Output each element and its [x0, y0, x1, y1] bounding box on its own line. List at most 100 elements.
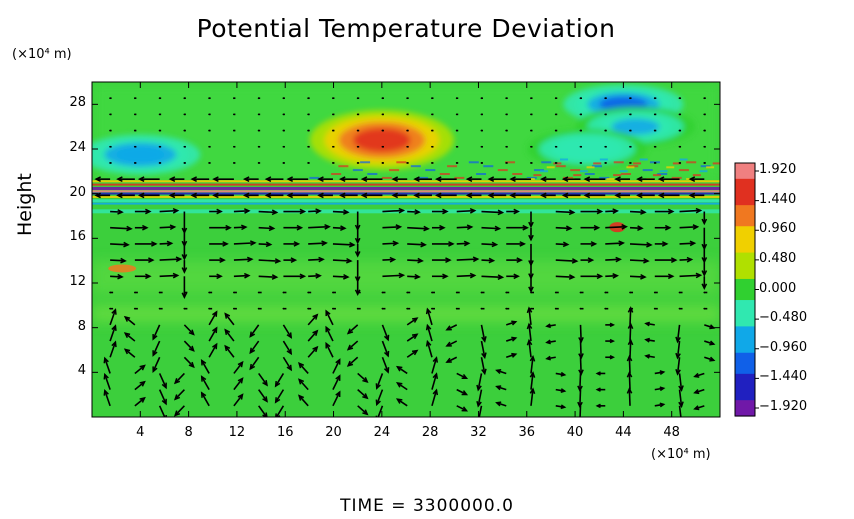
wind-arrow: [579, 291, 584, 294]
wind-arrow: [158, 162, 162, 164]
wind-arrow: [183, 97, 186, 100]
wind-arrow: [555, 225, 573, 232]
y-tick-label: 8: [77, 318, 86, 334]
wind-arrow: [644, 353, 655, 359]
wind-arrow: [258, 225, 276, 232]
wind-arrow: [431, 145, 434, 148]
x-tick-label: 20: [325, 425, 342, 440]
wind-arrow: [109, 129, 112, 132]
wind-arrow: [357, 372, 369, 384]
wind-arrow: [395, 382, 408, 391]
wind-arrow: [307, 329, 319, 342]
wind-arrow: [258, 258, 282, 264]
wind-arrow: [307, 145, 310, 148]
wind-arrow: [134, 364, 146, 375]
wind-arrow: [480, 129, 483, 132]
wind-arrow: [583, 192, 606, 199]
wind-arrow: [308, 224, 331, 230]
wind-arrow: [286, 176, 309, 183]
wind-arrow: [332, 113, 335, 116]
wind-arrow: [679, 224, 700, 230]
wind-arrow: [282, 113, 285, 116]
wind-arrow: [653, 145, 657, 148]
colorbar-label: 1.440: [759, 191, 797, 207]
wind-arrow: [704, 324, 716, 330]
wind-arrow: [481, 209, 505, 216]
wind-arrow: [233, 256, 254, 263]
wind-arrow: [208, 326, 218, 342]
wind-arrow: [579, 113, 583, 116]
wind-arrow: [357, 389, 369, 400]
wind-arrow: [308, 273, 322, 279]
wind-arrow: [456, 405, 469, 412]
wind-arrow: [152, 340, 161, 357]
axis-ticks: [92, 82, 720, 417]
wind-arrow: [94, 192, 111, 199]
wind-arrow: [110, 241, 130, 248]
wind-arrow: [701, 276, 708, 291]
wind-arrow: [134, 396, 146, 407]
wind-arrow: [465, 192, 482, 199]
wind-arrow: [338, 192, 358, 199]
wind-arrow: [332, 241, 356, 248]
wind-arrow: [109, 308, 117, 326]
wind-arrow: [332, 257, 353, 264]
wind-arrow: [190, 192, 210, 199]
colorbar-step: [735, 194, 755, 201]
colorbar-step: [735, 178, 755, 185]
wind-arrow: [375, 389, 384, 407]
wind-arrow: [605, 338, 615, 344]
wind-arrow: [332, 307, 336, 310]
y-tick-label: 16: [69, 229, 86, 245]
wind-arrow: [580, 224, 601, 231]
wind-arrow: [233, 162, 236, 164]
wind-arrow: [505, 291, 510, 294]
wind-arrow: [382, 240, 400, 247]
colorbar-step: [735, 305, 755, 312]
wind-arrow: [480, 162, 483, 164]
x-tick-label: 12: [228, 425, 246, 440]
wind-arrow: [381, 162, 384, 164]
wind-arrow: [406, 162, 409, 164]
wind-arrow: [653, 129, 657, 132]
wind-arrow: [506, 257, 523, 263]
colorbar-label: −0.960: [759, 339, 808, 355]
wind-arrow: [209, 224, 232, 231]
wind-arrow: [249, 340, 260, 355]
wind-arrow: [116, 192, 135, 199]
wind-arrow: [644, 337, 655, 343]
colorbar-step: [735, 315, 755, 322]
x-tick-label: 36: [518, 425, 536, 440]
wind-arrow: [653, 307, 658, 310]
wind-arrow: [481, 257, 496, 264]
colorbar-step: [735, 358, 755, 364]
colorbar-step: [735, 189, 755, 196]
wind-arrow: [555, 404, 567, 410]
wind-arrow: [159, 224, 177, 231]
wind-arrow: [381, 145, 384, 148]
wind-arrow: [407, 225, 430, 232]
wind-arrow: [257, 113, 261, 116]
wind-arrow: [704, 356, 716, 362]
colorbar-step: [735, 252, 755, 259]
wind-arrow: [274, 389, 285, 404]
wind-arrow: [703, 291, 708, 294]
wind-arrow: [629, 209, 647, 215]
wind-arrow: [134, 257, 155, 263]
x-tick-label: 16: [276, 425, 294, 440]
colorbar-step: [735, 352, 755, 359]
wind-arrow: [406, 113, 409, 116]
wind-arrow: [123, 332, 136, 342]
wind-arrow: [307, 97, 310, 100]
chart-title: Potential Temperature Deviation: [196, 14, 616, 43]
colorbar-step: [735, 163, 755, 169]
colorbar-step: [735, 410, 755, 417]
wind-arrow: [554, 97, 558, 100]
wind-arrow: [579, 307, 584, 310]
wind-arrow: [679, 256, 694, 263]
wind-arrow: [431, 97, 434, 100]
wind-arrow: [382, 224, 403, 230]
wind-arrow: [526, 338, 533, 358]
wind-arrow: [654, 402, 666, 408]
wind-arrow: [431, 307, 435, 310]
